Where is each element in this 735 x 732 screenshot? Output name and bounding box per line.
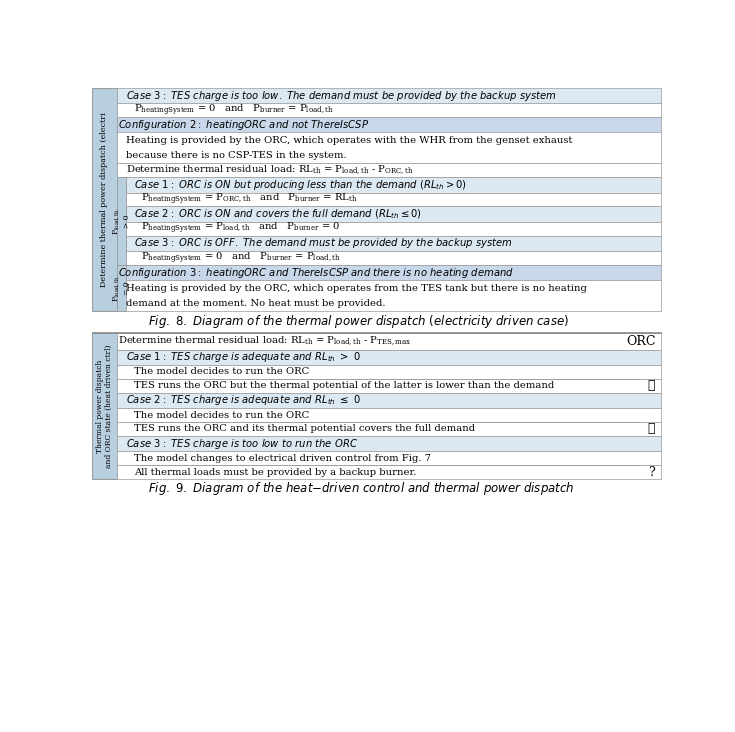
Bar [117, 132, 662, 163]
Text: Heating is provided by the ORC, which operates with the WHR from the genset exha: Heating is provided by the ORC, which op… [126, 135, 573, 145]
Bar [117, 393, 662, 408]
Bar [117, 350, 662, 365]
Text: Thermal power dispatch
and ORC state (heat driven ctrl): Thermal power dispatch and ORC state (he… [96, 344, 113, 468]
Text: P$_{\mathregular{heatingSystem}}$ = P$_{\mathregular{ORC,th}}$   and   P$_{\math: P$_{\mathregular{heatingSystem}}$ = P$_{… [141, 192, 358, 207]
Bar [117, 177, 662, 193]
Bar [117, 365, 662, 379]
Text: The model decides to run the ORC: The model decides to run the ORC [134, 411, 309, 419]
Text: P$_{\mathregular{heatingSystem}}$ = P$_{\mathregular{load,th}}$   and   P$_{\mat: P$_{\mathregular{heatingSystem}}$ = P$_{… [141, 221, 341, 236]
Text: $\it{Case\ 1:\ ORC\ is\ ON\ but\ producing\ less\ than\ the\ demand\ (RL_{th}{>}: $\it{Case\ 1:\ ORC\ is\ ON\ but\ produci… [134, 178, 467, 192]
Text: ✓: ✓ [648, 379, 656, 392]
Text: Heating is provided by the ORC, which operates from the TES tank but there is no: Heating is provided by the ORC, which op… [126, 283, 587, 293]
Text: ?: ? [648, 466, 656, 479]
Text: $\it{Case\ 1:\ TES\ charge\ is\ adequate\ and\ RL_{th}\ {>}\ 0}$: $\it{Case\ 1:\ TES\ charge\ is\ adequate… [126, 351, 361, 365]
Bar [117, 206, 662, 222]
Text: $\it{Case\ 3:\ ORC\ is\ OFF.\ The\ demand\ must\ be\ provided\ by\ the\ backup\ : $\it{Case\ 3:\ ORC\ is\ OFF.\ The\ deman… [134, 236, 512, 250]
Text: $\it{Configuration\ 3:\ heatingORC\ and\ ThereIsCSP\ and\ there\ is\ no\ heating: $\it{Configuration\ 3:\ heatingORC\ and\… [118, 266, 514, 280]
Text: ORC: ORC [625, 335, 656, 348]
Text: P$_{\mathregular{heatingSystem}}$ = 0   and   P$_{\mathregular{burner}}$ = P$_{\: P$_{\mathregular{heatingSystem}}$ = 0 an… [141, 250, 341, 266]
Text: Determine thermal residual load: RL$_{\mathregular{th}}$ = P$_{\mathregular{load: Determine thermal residual load: RL$_{\m… [118, 335, 412, 348]
Text: P$_{\mathregular{load,th}}$
> 0: P$_{\mathregular{load,th}}$ > 0 [112, 208, 132, 234]
Text: The model changes to electrical driven control from Fig. 7: The model changes to electrical driven c… [134, 454, 431, 463]
Bar [117, 379, 662, 393]
Bar [117, 280, 662, 311]
Bar [92, 88, 117, 311]
Bar [117, 236, 662, 251]
Bar [117, 222, 662, 236]
Text: P$_{\mathregular{heatingSystem}}$ = 0   and   P$_{\mathregular{burner}}$ = P$_{\: P$_{\mathregular{heatingSystem}}$ = 0 an… [134, 102, 334, 118]
Text: ✓: ✓ [648, 422, 656, 436]
Text: The model decides to run the ORC: The model decides to run the ORC [134, 367, 309, 376]
Bar [117, 265, 126, 311]
Text: $\it{Fig.\ 8.\ Diagram\ of\ the\ thermal\ power\ dispatch\ (electricity\ driven\: $\it{Fig.\ 8.\ Diagram\ of\ the\ thermal… [148, 313, 569, 330]
Bar [117, 422, 662, 436]
Text: TES runs the ORC but the thermal potential of the latter is lower than the deman: TES runs the ORC but the thermal potenti… [134, 381, 554, 390]
Bar [117, 103, 662, 117]
Text: $\it{Case\ 3:\ TES\ charge\ is\ too\ low.\ The\ demand\ must\ be\ provided\ by\ : $\it{Case\ 3:\ TES\ charge\ is\ too\ low… [126, 89, 556, 102]
Text: $\it{Case\ 2:\ ORC\ is\ ON\ and\ covers\ the\ full\ demand\ (RL_{th}{\leq}0)}$: $\it{Case\ 2:\ ORC\ is\ ON\ and\ covers\… [134, 207, 422, 221]
Bar [117, 88, 662, 103]
Bar [117, 333, 662, 350]
Bar [117, 436, 662, 452]
Text: $\it{Fig.\ 9.\ Diagram\ of\ the\ heat{-}driven\ control\ and\ thermal\ power\ di: $\it{Fig.\ 9.\ Diagram\ of\ the\ heat{-}… [148, 479, 574, 497]
Bar [117, 465, 662, 479]
Text: demand at the moment. No heat must be provided.: demand at the moment. No heat must be pr… [126, 299, 385, 308]
Text: Determine thermal residual load: RL$_{\mathregular{th}}$ = P$_{\mathregular{load: Determine thermal residual load: RL$_{\m… [126, 164, 414, 176]
Bar [117, 452, 662, 465]
Bar [117, 177, 126, 265]
Bar [117, 251, 662, 265]
Text: TES runs the ORC and its thermal potential covers the full demand: TES runs the ORC and its thermal potenti… [134, 425, 475, 433]
Text: because there is no CSP-TES in the system.: because there is no CSP-TES in the syste… [126, 151, 347, 160]
Text: P$_{\mathregular{load,th}}$
= 0: P$_{\mathregular{load,th}}$ = 0 [112, 274, 132, 302]
Text: $\it{Case\ 2:\ TES\ charge\ is\ adequate\ and\ RL_{th}\ {\leq}\ 0}$: $\it{Case\ 2:\ TES\ charge\ is\ adequate… [126, 394, 361, 408]
Text: $\it{Case\ 3:\ TES\ charge\ is\ too\ low\ to\ run\ the\ ORC}$: $\it{Case\ 3:\ TES\ charge\ is\ too\ low… [126, 436, 358, 451]
Bar [117, 163, 662, 177]
Text: Determine thermal power dispatch (electri: Determine thermal power dispatch (electr… [100, 112, 108, 287]
Bar [92, 333, 117, 479]
Text: All thermal loads must be provided by a backup burner.: All thermal loads must be provided by a … [134, 468, 416, 477]
Text: $\it{Configuration\ 2:\ heatingORC\ and\ not\ ThereIsCSP}$: $\it{Configuration\ 2:\ heatingORC\ and\… [118, 118, 369, 132]
Bar [117, 408, 662, 422]
Bar [117, 265, 662, 280]
Bar [117, 193, 662, 206]
Bar [117, 117, 662, 132]
